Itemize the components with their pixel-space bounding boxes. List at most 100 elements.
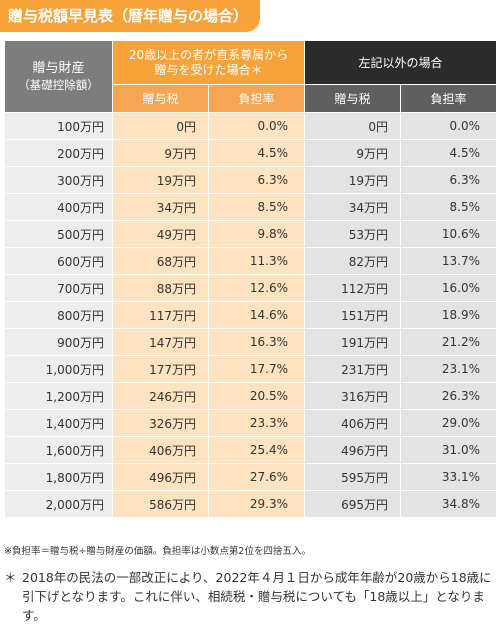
table-row: 1,200万円 246万円 20.5% 316万円 26.3%: [4, 382, 498, 410]
table-row: 600万円 68万円 11.3% 82万円 13.7%: [4, 247, 498, 275]
tax-a-cell: 177万円: [112, 355, 209, 383]
asset-cell: 2,000万円: [4, 490, 113, 518]
tax-b-cell: 316万円: [304, 382, 401, 410]
rate-b-cell: 26.3%: [399, 382, 498, 410]
tax-b-cell: 34万円: [304, 193, 401, 221]
tax-b-cell: 53万円: [304, 220, 401, 248]
col-header-tax-a: 贈与税: [112, 84, 209, 113]
rate-b-cell: 13.7%: [399, 247, 498, 275]
col-header-rate-a: 負担率: [208, 84, 305, 113]
asset-cell: 1,000万円: [4, 355, 113, 383]
rate-a-cell: 23.3%: [208, 409, 305, 437]
table-row: 200万円 9万円 4.5% 9万円 4.5%: [4, 139, 498, 167]
tax-a-cell: 9万円: [112, 139, 209, 167]
table-row: 900万円 147万円 16.3% 191万円 21.2%: [4, 328, 498, 356]
tax-b-cell: 406万円: [304, 409, 401, 437]
tax-a-cell: 88万円: [112, 274, 209, 302]
tax-b-cell: 231万円: [304, 355, 401, 383]
asset-header: 贈与財産 （基礎控除額）: [4, 40, 113, 113]
asset-cell: 300万円: [4, 166, 113, 194]
rate-a-cell: 12.6%: [208, 274, 305, 302]
asset-header-sublabel: （基礎控除額）: [18, 77, 99, 92]
asset-cell: 900万円: [4, 328, 113, 356]
tax-a-cell: 117万円: [112, 301, 209, 329]
table-row: 1,800万円 496万円 27.6% 595万円 33.1%: [4, 463, 498, 491]
rate-a-cell: 17.7%: [208, 355, 305, 383]
rate-a-cell: 8.5%: [208, 193, 305, 221]
tax-b-cell: 9万円: [304, 139, 401, 167]
asset-cell: 1,200万円: [4, 382, 113, 410]
rate-a-cell: 9.8%: [208, 220, 305, 248]
tax-b-cell: 496万円: [304, 436, 401, 464]
tax-a-cell: 406万円: [112, 436, 209, 464]
rate-a-cell: 16.3%: [208, 328, 305, 356]
col-header-tax-b: 贈与税: [304, 84, 401, 113]
table-row: 2,000万円 586万円 29.3% 695万円 34.8%: [4, 490, 498, 518]
table-row: 1,000万円 177万円 17.7% 231万円 23.1%: [4, 355, 498, 383]
tax-a-cell: 0円: [112, 112, 209, 140]
table-row: 300万円 19万円 6.3% 19万円 6.3%: [4, 166, 498, 194]
rate-b-cell: 21.2%: [399, 328, 498, 356]
tax-a-cell: 586万円: [112, 490, 209, 518]
tax-b-cell: 0円: [304, 112, 401, 140]
asset-header-label: 贈与財産: [32, 60, 85, 76]
table-row: 1,400万円 326万円 23.3% 406万円 29.0%: [4, 409, 498, 437]
rate-a-cell: 20.5%: [208, 382, 305, 410]
table-row: 500万円 49万円 9.8% 53万円 10.6%: [4, 220, 498, 248]
tax-a-cell: 49万円: [112, 220, 209, 248]
rate-b-cell: 18.9%: [399, 301, 498, 329]
tax-a-cell: 246万円: [112, 382, 209, 410]
asset-cell: 600万円: [4, 247, 113, 275]
tax-b-cell: 151万円: [304, 301, 401, 329]
tax-b-cell: 19万円: [304, 166, 401, 194]
footnote: ＊ 2018年の民法の一部改正により、2022年４月１日から成年年齢が20歳から…: [4, 568, 496, 625]
asset-cell: 1,600万円: [4, 436, 113, 464]
tax-b-cell: 595万円: [304, 463, 401, 491]
table-row: 400万円 34万円 8.5% 34万円 8.5%: [4, 193, 498, 221]
page-title: 贈与税額早見表（暦年贈与の場合）: [0, 0, 261, 32]
tax-a-cell: 496万円: [112, 463, 209, 491]
table-row: 800万円 117万円 14.6% 151万円 18.9%: [4, 301, 498, 329]
rate-a-cell: 4.5%: [208, 139, 305, 167]
asset-cell: 500万円: [4, 220, 113, 248]
table-row: 700万円 88万円 12.6% 112万円 16.0%: [4, 274, 498, 302]
asset-cell: 200万円: [4, 139, 113, 167]
tax-b-cell: 82万円: [304, 247, 401, 275]
rate-b-cell: 6.3%: [399, 166, 498, 194]
tax-b-cell: 112万円: [304, 274, 401, 302]
tax-a-cell: 68万円: [112, 247, 209, 275]
tax-a-cell: 19万円: [112, 166, 209, 194]
asset-cell: 800万円: [4, 301, 113, 329]
rate-b-cell: 4.5%: [399, 139, 498, 167]
asset-cell: 700万円: [4, 274, 113, 302]
rate-a-cell: 0.0%: [208, 112, 305, 140]
asset-cell: 1,800万円: [4, 463, 113, 491]
tax-b-cell: 191万円: [304, 328, 401, 356]
rate-b-cell: 16.0%: [399, 274, 498, 302]
footnote-text: 2018年の民法の一部改正により、2022年４月１日から成年年齢が20歳から18…: [22, 570, 492, 623]
tax-a-cell: 147万円: [112, 328, 209, 356]
asset-cell: 1,400万円: [4, 409, 113, 437]
asset-cell: 100万円: [4, 112, 113, 140]
table-row: 100万円 0円 0.0% 0円 0.0%: [4, 112, 498, 140]
group-a-header-line2: 贈与を受けた場合＊: [154, 62, 263, 77]
rate-a-cell: 29.3%: [208, 490, 305, 518]
group-a-header: 20歳以上の者が直系尊属から 贈与を受けた場合＊: [112, 40, 305, 85]
col-header-rate-b: 負担率: [399, 84, 498, 113]
rate-b-cell: 23.1%: [399, 355, 498, 383]
tax-a-cell: 34万円: [112, 193, 209, 221]
footnote-mark: ＊: [4, 570, 17, 585]
rate-b-cell: 31.0%: [399, 436, 498, 464]
rate-a-cell: 27.6%: [208, 463, 305, 491]
tax-a-cell: 326万円: [112, 409, 209, 437]
rate-b-cell: 33.1%: [399, 463, 498, 491]
group-b-header: 左記以外の場合: [303, 40, 498, 85]
rate-a-cell: 11.3%: [208, 247, 305, 275]
rate-a-cell: 6.3%: [208, 166, 305, 194]
rate-a-cell: 14.6%: [208, 301, 305, 329]
table-note: ※負担率＝贈与税÷贈与財産の価額。負担率は小数点第2位を四捨五入。: [4, 546, 311, 557]
table-row: 1,600万円 406万円 25.4% 496万円 31.0%: [4, 436, 498, 464]
rate-b-cell: 29.0%: [399, 409, 498, 437]
rate-b-cell: 34.8%: [399, 490, 498, 518]
rate-a-cell: 25.4%: [208, 436, 305, 464]
